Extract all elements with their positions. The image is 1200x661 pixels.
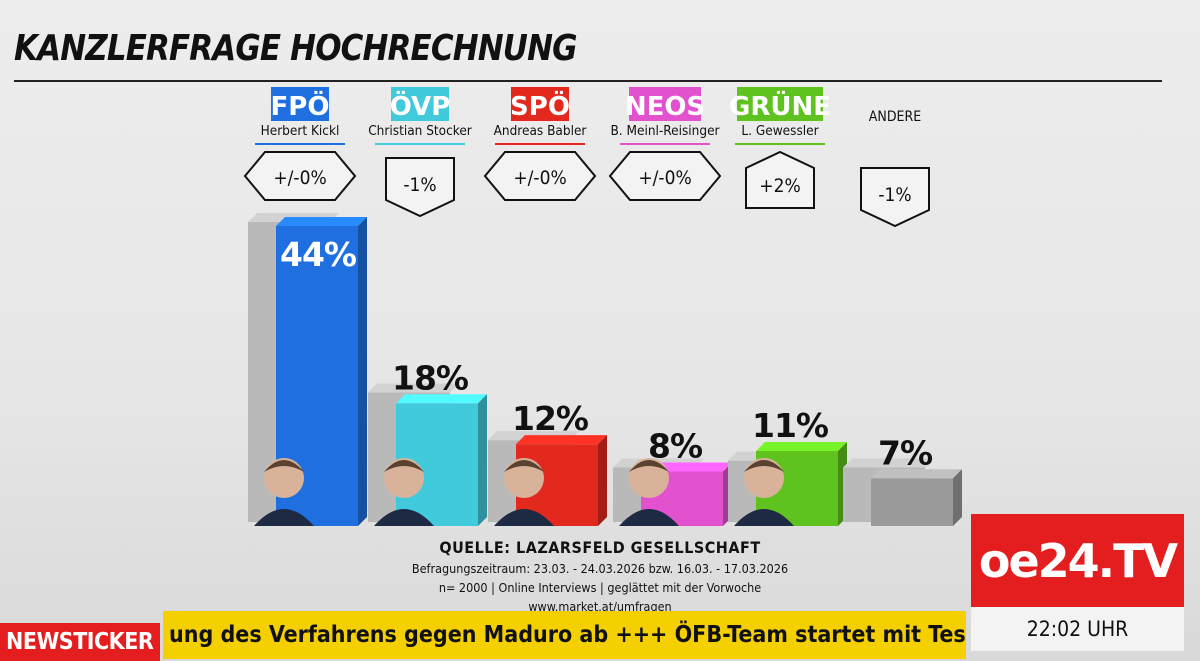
channel-logo: oe24.TV (971, 514, 1184, 607)
previous-bar-top (368, 383, 459, 393)
leader-underline (735, 143, 825, 145)
previous-bar-top (843, 458, 934, 468)
source-block: QUELLE: LAZARSFELD GESELLSCHAFT Befragun… (400, 538, 800, 614)
avatar-face (504, 458, 544, 498)
party-tag-bg (511, 87, 569, 121)
change-label-0: +/-0% (273, 167, 326, 189)
bar-top (871, 469, 962, 479)
party-tag-bg (629, 87, 701, 121)
avatar-hair (744, 460, 784, 472)
leader-underline (255, 143, 345, 145)
value-label-0: 44% (280, 235, 357, 274)
newsticker-text: ung des Verfahrens gegen Maduro ab +++ Ö… (163, 611, 966, 659)
bar-top (276, 217, 367, 226)
party-tag-bg (737, 87, 823, 121)
bar-side (478, 394, 487, 526)
bar-top (516, 435, 607, 445)
leader-name-1: Christian Stocker (368, 123, 472, 139)
title-divider (14, 80, 1162, 82)
change-label-1: -1% (403, 174, 436, 196)
source-title: QUELLE: LAZARSFELD GESELLSCHAFT (439, 538, 761, 557)
bar-side (358, 217, 367, 526)
leader-underline (375, 143, 465, 145)
avatar-hair (384, 460, 424, 472)
change-indicator (745, 150, 815, 209)
value-label-4: 11% (752, 406, 829, 445)
bar-top (396, 394, 487, 404)
change-indicator (860, 167, 930, 228)
party-tag-1: ÖVP (390, 89, 451, 122)
avatar-face (264, 458, 304, 498)
source-url: www.market.at/umfragen (528, 599, 672, 614)
page-title: KANZLERFRAGE HOCHRECHNUNG (14, 28, 578, 69)
clock-time: 22:02 UHR (971, 607, 1184, 651)
avatar-hair (264, 460, 304, 472)
bar-5 (871, 478, 953, 526)
party-tag-4: GRÜNE (729, 89, 831, 122)
newsticker-label: NEWSTICKER (0, 623, 160, 661)
party-tag-2: SPÖ (510, 89, 570, 122)
avatar-body (734, 509, 794, 526)
change-indicator (385, 157, 455, 218)
leader-name-2: Andreas Babler (494, 123, 587, 139)
survey-period: Befragungszeitraum: 23.03. - 24.03.2026 … (411, 561, 789, 576)
avatar-body (374, 509, 434, 526)
survey-method: n= 2000 | Online Interviews | geglättet … (438, 580, 762, 595)
avatar-body (494, 509, 554, 526)
value-label-2: 12% (512, 399, 589, 438)
party-tag-0: FPÖ (271, 89, 330, 122)
leader-underline (620, 143, 710, 145)
avatar-body (619, 509, 679, 526)
value-label-5: 7% (878, 433, 933, 472)
avatar-hair (629, 460, 669, 472)
leader-name-3: B. Meinl-Reisinger (610, 123, 719, 139)
leader-name-4: L. Gewessler (741, 123, 818, 139)
leader-underline (495, 143, 585, 145)
change-label-2: +/-0% (513, 167, 566, 189)
bar-side (953, 469, 962, 526)
avatar-face (629, 458, 669, 498)
party-tag-bg (391, 87, 449, 121)
change-indicator (243, 151, 357, 201)
value-label-1: 18% (392, 358, 469, 397)
change-label-5: -1% (878, 184, 911, 206)
leader-name-0: Herbert Kickl (261, 123, 340, 139)
party-tag-5: ANDERE (869, 109, 921, 125)
bar-side (598, 435, 607, 526)
avatar-hair (504, 460, 544, 472)
party-tag-3: NEOS (625, 92, 705, 122)
value-label-3: 8% (648, 426, 703, 465)
change-label-3: +/-0% (638, 167, 691, 189)
avatar-face (744, 458, 784, 498)
change-indicator (608, 151, 722, 201)
bar-top (756, 442, 847, 451)
change-label-4: +2% (759, 175, 800, 197)
change-indicator (483, 151, 597, 201)
avatar-body (254, 509, 314, 526)
avatar-face (384, 458, 424, 498)
party-tag-bg (271, 87, 329, 121)
